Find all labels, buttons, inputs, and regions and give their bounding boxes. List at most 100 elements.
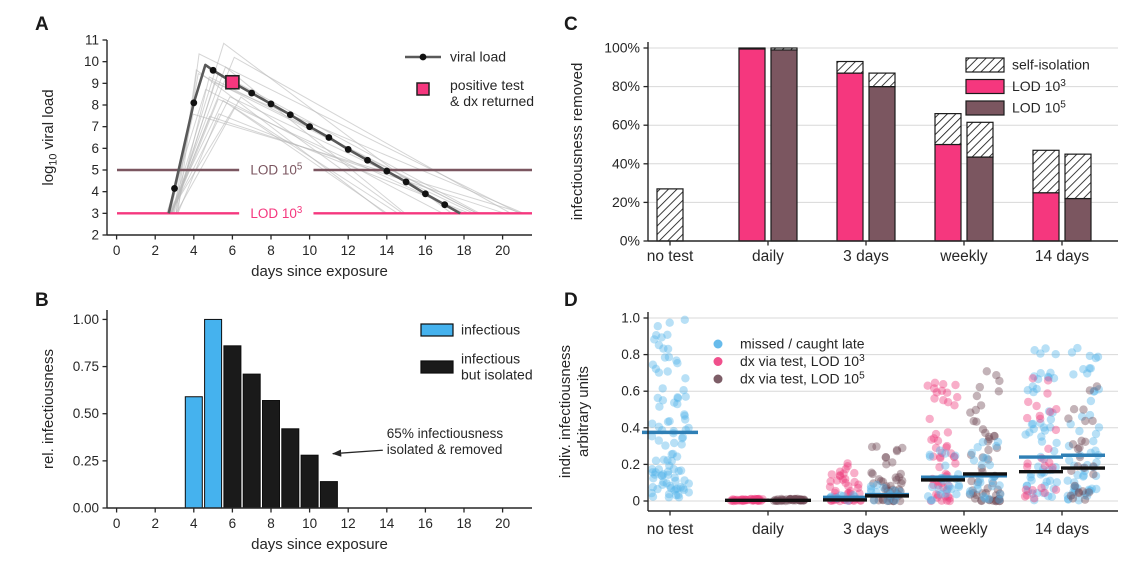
jitter-point xyxy=(925,452,935,461)
self-isolation-bar xyxy=(656,188,684,242)
jitter-strip xyxy=(865,442,909,506)
jitter-point xyxy=(841,474,850,484)
jitter-point xyxy=(943,428,953,437)
jitter-point xyxy=(1037,437,1047,446)
infectiousness-bar xyxy=(281,428,300,509)
jitter-point xyxy=(1039,423,1049,432)
x-tick-label: 10 xyxy=(302,243,317,258)
jitter-point xyxy=(1089,437,1098,446)
jitter-point xyxy=(944,492,953,501)
lod3-bar xyxy=(738,48,766,242)
jitter-point xyxy=(967,476,976,486)
jitter-point xyxy=(663,367,672,376)
jitter-point xyxy=(674,490,683,500)
jitter-point xyxy=(1023,386,1032,395)
jitter-point xyxy=(1068,490,1078,500)
jitter-point xyxy=(1041,344,1050,353)
jitter-point xyxy=(895,496,905,506)
jitter-point xyxy=(1070,478,1079,487)
panel-b-x-axis-title: days since exposure xyxy=(251,536,388,553)
infectiousness-bar xyxy=(300,454,319,509)
jitter-point xyxy=(965,490,975,499)
jitter-point xyxy=(1069,405,1079,414)
jitter-point xyxy=(926,496,936,505)
jitter-point xyxy=(652,331,661,340)
jitter-point xyxy=(664,352,674,362)
jitter-point xyxy=(1073,444,1083,454)
jitter-point xyxy=(990,432,999,441)
y-tick-label: 0.25 xyxy=(73,453,99,468)
jitter-point xyxy=(672,356,681,365)
viral-load-dot xyxy=(248,89,256,97)
jitter-point xyxy=(951,451,960,460)
jitter-point xyxy=(984,455,993,464)
x-tick-label: 16 xyxy=(418,243,433,258)
jitter-point xyxy=(1069,487,1078,497)
viral-load-dot xyxy=(402,178,410,186)
jitter-point xyxy=(1021,430,1030,439)
jitter-point xyxy=(866,482,876,491)
jitter-point xyxy=(1046,368,1055,377)
panel-b-y-axis-title: rel. infectiousness xyxy=(40,349,57,469)
jitter-point xyxy=(876,476,886,486)
panel-a-trajectories xyxy=(166,42,524,214)
jitter-point xyxy=(973,443,982,452)
legend-infectious-swatch xyxy=(420,323,454,337)
jitter-point xyxy=(663,467,673,476)
jitter-point xyxy=(894,485,904,494)
jitter-point xyxy=(1086,486,1095,495)
jitter-point xyxy=(965,489,975,498)
jitter-point xyxy=(1083,369,1092,378)
jitter-point xyxy=(888,485,897,494)
jitter-point xyxy=(1089,470,1098,479)
lod3-bar xyxy=(1032,192,1060,242)
infectiousness-bar xyxy=(184,396,203,509)
jitter-point xyxy=(888,496,898,506)
jitter-point xyxy=(869,496,879,505)
viral-load-dot xyxy=(383,167,391,175)
jitter-point xyxy=(684,488,693,497)
jitter-point xyxy=(1022,481,1032,491)
jitter-point xyxy=(886,481,895,491)
jitter-point xyxy=(1079,365,1088,374)
panel-b-axes: 0 2 4 6 8 10 12 14 16 18 20 0.00 0.25 0.50 0.75 1.00 xyxy=(73,310,532,531)
jitter-point xyxy=(1026,473,1035,482)
jitter-point xyxy=(995,494,1004,503)
jitter-point xyxy=(674,466,683,476)
legend-missed-dot xyxy=(713,339,723,349)
viral-load-line xyxy=(167,63,461,215)
category-label: 14 days xyxy=(1035,248,1090,265)
jitter-point xyxy=(991,491,1001,500)
jitter-point xyxy=(666,483,676,493)
jitter-point xyxy=(663,456,672,465)
x-tick-label: 14 xyxy=(379,516,395,531)
jitter-point xyxy=(653,322,662,331)
jitter-point xyxy=(945,482,954,491)
jitter-point xyxy=(1085,364,1094,373)
jitter-point xyxy=(888,458,897,467)
jitter-point xyxy=(1087,484,1097,493)
jitter-point xyxy=(869,479,878,488)
jitter-strip xyxy=(823,459,867,506)
y-tick-label: 0.00 xyxy=(73,501,99,516)
background-trajectory xyxy=(172,72,478,214)
jitter-point xyxy=(991,496,1001,506)
jitter-point xyxy=(1045,476,1055,485)
y-tick-label: 10 xyxy=(84,54,99,69)
jitter-point xyxy=(936,453,945,463)
jitter-point xyxy=(937,386,947,395)
annotation-arrow xyxy=(332,449,383,457)
panel-c-legend: self-isolation LOD 103 LOD 105 xyxy=(965,57,1090,116)
jitter-point xyxy=(658,480,667,489)
jitter-point xyxy=(1063,476,1072,485)
y-tick-label: 1.0 xyxy=(621,311,640,326)
self-isolation-cap xyxy=(836,60,864,74)
jitter-point xyxy=(975,382,984,392)
category-label: no test xyxy=(647,248,694,265)
jitter-point xyxy=(950,401,959,410)
jitter-point xyxy=(981,428,990,438)
